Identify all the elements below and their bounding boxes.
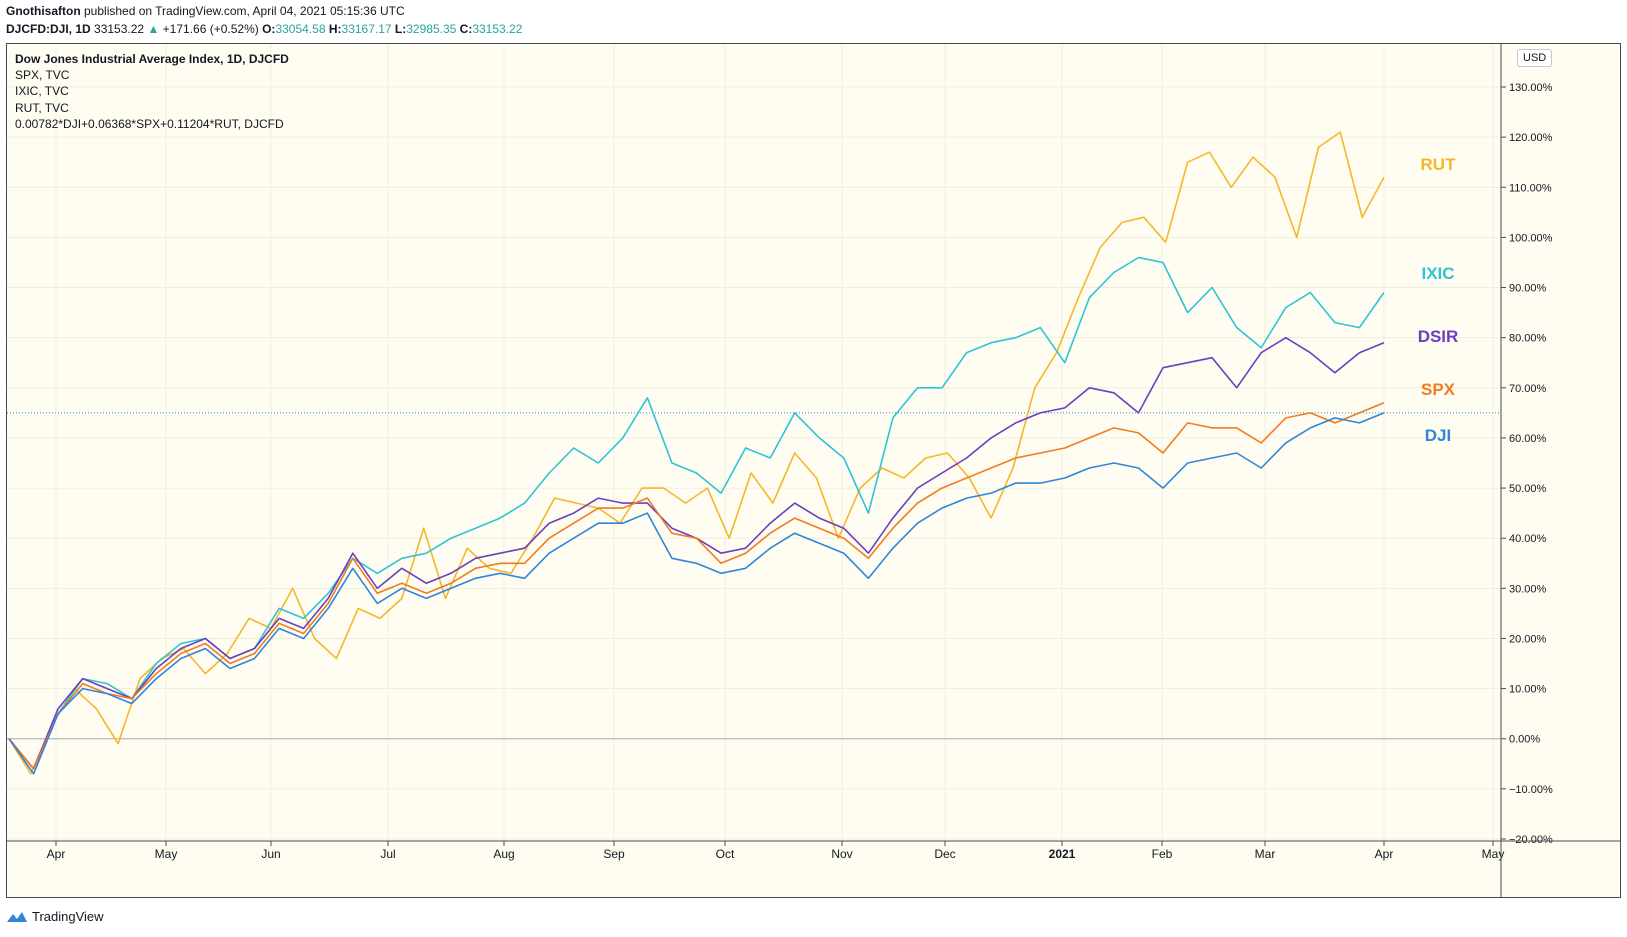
y-tick-label: −10.00% xyxy=(1509,784,1553,796)
x-tick-label: May xyxy=(1482,847,1505,861)
series-label-ixic: IXIC xyxy=(1421,264,1454,283)
series-labels: RUT IXIC DSIR SPX DJI xyxy=(1418,155,1459,445)
publish-info: Gnothisafton published on TradingView.co… xyxy=(6,4,405,18)
series-line-dji[interactable] xyxy=(8,412,1385,775)
x-tick-label: Sep xyxy=(603,847,625,861)
y-tick-label: 40.00% xyxy=(1509,533,1547,545)
footer: TradingView xyxy=(6,909,104,924)
y-tick-label: 10.00% xyxy=(1509,684,1547,696)
series-label-dji: DJI xyxy=(1425,426,1451,445)
price-change: +171.66 (+0.52%) xyxy=(162,22,259,36)
series-line-rut[interactable] xyxy=(8,131,1385,775)
legend-item-ixic[interactable]: IXIC, TVC xyxy=(15,84,69,98)
low-value: 32985.35 xyxy=(406,22,457,36)
y-tick-label: −20.00% xyxy=(1509,834,1553,846)
legend-item-spx[interactable]: SPX, TVC xyxy=(15,68,70,82)
x-tick-label: 2021 xyxy=(1049,847,1076,861)
y-tick-label: 120.00% xyxy=(1509,132,1553,144)
legend-item-dsir[interactable]: 0.00782*DJI+0.06368*SPX+0.11204*RUT, DJC… xyxy=(15,117,284,131)
legend-item-dji[interactable]: Dow Jones Industrial Average Index, 1D, … xyxy=(15,52,289,66)
x-tick-label: Feb xyxy=(1152,847,1173,861)
x-tick-label: May xyxy=(155,847,178,861)
low-label: L: xyxy=(394,22,407,36)
y-tick-label: 20.00% xyxy=(1509,633,1547,645)
series-line-dsir[interactable] xyxy=(8,336,1385,770)
x-tick-label: Jul xyxy=(380,847,395,861)
symbol-label[interactable]: DJCFD:DJI, 1D xyxy=(6,22,91,36)
y-tick-label: 30.00% xyxy=(1509,583,1547,595)
currency-badge[interactable]: USD xyxy=(1517,49,1553,67)
publish-date: published on TradingView.com, April 04, … xyxy=(84,4,405,18)
open-label: O: xyxy=(262,22,276,36)
x-tick-label: Dec xyxy=(934,847,955,861)
open-value: 33054.58 xyxy=(275,22,326,36)
close-label: C: xyxy=(459,22,473,36)
chart-panel[interactable]: 130.00% 120.00% 110.00% 100.00% 90.00% 80.00%… xyxy=(6,43,1621,898)
y-tick-label: 50.00% xyxy=(1509,483,1547,495)
x-tick-label: Jun xyxy=(261,847,280,861)
x-tick-label: Aug xyxy=(493,847,514,861)
x-tick-label: Apr xyxy=(1375,847,1394,861)
y-tick-label: 100.00% xyxy=(1509,232,1553,244)
x-tick-label: Nov xyxy=(831,847,852,861)
y-tick-label: 110.00% xyxy=(1509,182,1552,194)
high-value: 33167.17 xyxy=(341,22,392,36)
change-arrow-icon: ▲ xyxy=(147,22,160,36)
symbol-ohlc-line: DJCFD:DJI, 1D 33153.22 ▲ +171.66 (+0.52%… xyxy=(6,22,522,36)
x-tick-label: Oct xyxy=(716,847,735,861)
series-label-spx: SPX xyxy=(1421,380,1456,399)
last-price: 33153.22 xyxy=(94,22,145,36)
close-value: 33153.22 xyxy=(472,22,523,36)
series-line-ixic[interactable] xyxy=(8,256,1385,770)
chart-svg[interactable]: 130.00% 120.00% 110.00% 100.00% 90.00% 80.00%… xyxy=(7,44,1620,897)
footer-brand[interactable]: TradingView xyxy=(32,909,104,924)
axes: 130.00% 120.00% 110.00% 100.00% 90.00% 80.00%… xyxy=(7,44,1620,897)
series-line-spx[interactable] xyxy=(8,402,1385,770)
series-label-dsir: DSIR xyxy=(1418,327,1459,346)
y-tick-label: 90.00% xyxy=(1509,283,1547,295)
series-label-rut: RUT xyxy=(1421,155,1457,174)
tradingview-logo-icon xyxy=(7,911,27,922)
x-tick-label: Apr xyxy=(47,847,66,861)
series-lines xyxy=(8,131,1385,775)
author-name[interactable]: Gnothisafton xyxy=(6,4,81,18)
x-tick-label: Mar xyxy=(1255,847,1276,861)
y-tick-label: 130.00% xyxy=(1509,82,1553,94)
high-label: H: xyxy=(328,22,342,36)
y-tick-label: 70.00% xyxy=(1509,383,1547,395)
legend-item-rut[interactable]: RUT, TVC xyxy=(15,101,69,115)
y-tick-label: 80.00% xyxy=(1509,333,1547,345)
y-tick-label: 0.00% xyxy=(1509,734,1540,746)
grid xyxy=(7,44,1500,841)
y-tick-label: 60.00% xyxy=(1509,433,1547,445)
